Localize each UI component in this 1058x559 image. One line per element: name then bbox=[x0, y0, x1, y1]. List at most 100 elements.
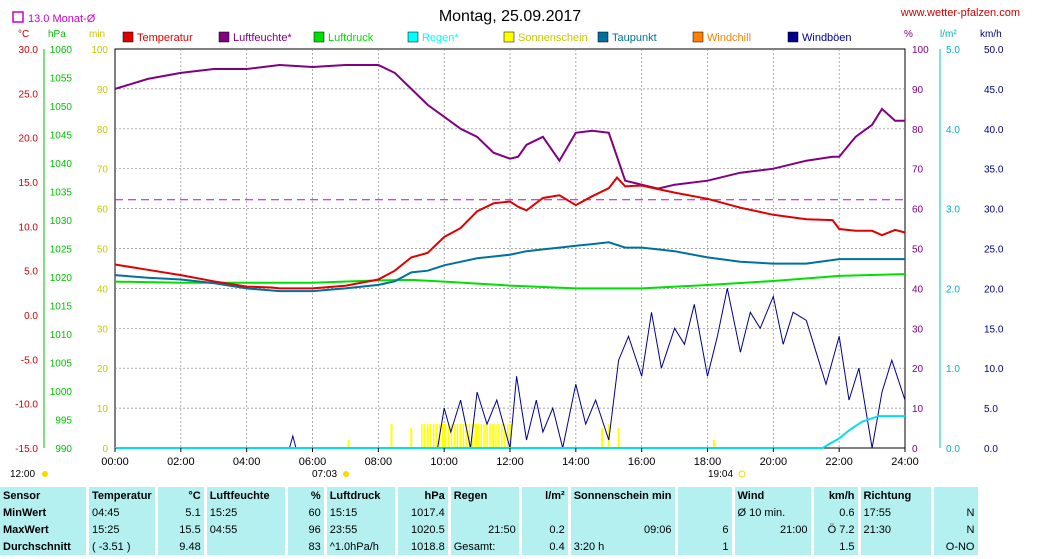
wind-gust-line bbox=[115, 288, 906, 449]
tick-label: 1025 bbox=[50, 245, 73, 256]
unit-pressure: hPa bbox=[48, 29, 66, 40]
sunshine-bar bbox=[447, 424, 450, 448]
tick-label: 0.0 bbox=[24, 311, 38, 322]
tick-label: 100 bbox=[91, 45, 108, 56]
cell: Gesamt: bbox=[449, 538, 522, 555]
tick-label: 70 bbox=[97, 165, 109, 176]
cell: 3:20 h bbox=[569, 538, 678, 555]
tick-label: 3.0 bbox=[946, 205, 960, 216]
tick-label: 990 bbox=[55, 444, 72, 455]
chart-title: Montag, 25.09.2017 bbox=[439, 8, 581, 25]
cell: ( -3.51 ) bbox=[87, 538, 158, 555]
sunshine-bar bbox=[498, 424, 500, 448]
tick-label: 0 bbox=[912, 444, 918, 455]
time-left-label: 12:00 bbox=[10, 469, 35, 480]
row-label: MaxWert bbox=[0, 521, 89, 538]
cell bbox=[733, 538, 814, 555]
cell: 6 bbox=[676, 521, 735, 538]
tick-label: 15.0 bbox=[19, 178, 39, 189]
tick-label: 10.0 bbox=[19, 222, 39, 233]
tick-label: 20.0 bbox=[984, 284, 1004, 295]
cell bbox=[859, 538, 934, 555]
cell: 23:55 bbox=[325, 521, 398, 538]
sun-header: Sonnenschein min bbox=[569, 487, 678, 504]
tick-label: 40.0 bbox=[984, 125, 1004, 136]
tick-label: 10 bbox=[912, 404, 924, 415]
tick-label: 0.0 bbox=[946, 444, 960, 455]
press-unit-header: hPa bbox=[396, 487, 451, 504]
sun-icon-left bbox=[42, 471, 48, 477]
sunshine-bar bbox=[489, 424, 491, 448]
tick-label: 80 bbox=[912, 125, 924, 136]
cell: N bbox=[932, 521, 981, 538]
tick-label: 25.0 bbox=[19, 89, 39, 100]
website-link[interactable]: www.wetter-pfalzen.com bbox=[900, 7, 1020, 19]
tick-label: 1.0 bbox=[946, 364, 960, 375]
sunshine-bar bbox=[474, 424, 476, 448]
tick-label: 5.0 bbox=[24, 267, 38, 278]
cell: 1017.4 bbox=[396, 504, 451, 521]
legend-swatch bbox=[787, 31, 799, 43]
tick-label: 30.0 bbox=[19, 45, 39, 56]
cell: 15:25 bbox=[87, 521, 158, 538]
rain-line bbox=[115, 415, 905, 449]
x-axis: 00:00 02:00 04:00 06:00 08:00 10:00 12:00 14:00… bbox=[101, 448, 919, 468]
summary-table-panel: Sensor Temperatur °C Luftfeuchte % Luftd… bbox=[0, 487, 1058, 559]
wind-header: Wind bbox=[733, 487, 814, 504]
sunshine-bar bbox=[390, 424, 393, 448]
tick-label: 90 bbox=[912, 85, 924, 96]
tick-label: 30.0 bbox=[984, 205, 1004, 216]
sunshine-bar bbox=[432, 424, 435, 448]
humidity-line bbox=[114, 63, 905, 190]
plot-area bbox=[114, 48, 906, 449]
summary-row-min: MinWert 04:45 5.1 15:25 60 15:15 1017.4 … bbox=[0, 504, 981, 521]
x-tick-label: 22:00 bbox=[825, 456, 853, 468]
unit-minutes: min bbox=[89, 29, 105, 40]
tick-label: 1060 bbox=[50, 45, 73, 56]
tick-label: 40 bbox=[97, 284, 109, 295]
rain-header: Regen bbox=[449, 487, 522, 504]
sensor-header: Sensor bbox=[0, 487, 89, 504]
tick-label: 2.0 bbox=[946, 284, 960, 295]
legend-swatch bbox=[218, 31, 230, 43]
sunshine-bar bbox=[492, 424, 494, 448]
legend-swatch bbox=[692, 31, 704, 43]
x-tick-label: 18:00 bbox=[694, 456, 722, 468]
legend-swatch bbox=[503, 31, 515, 43]
tick-label: 5.0 bbox=[946, 45, 960, 56]
tick-label: 1000 bbox=[50, 387, 73, 398]
cell: 9.48 bbox=[156, 538, 207, 555]
sunshine-bar bbox=[480, 424, 482, 448]
sunrise-icon bbox=[343, 471, 349, 477]
dewpoint-line bbox=[114, 241, 905, 293]
x-tick-label: 16:00 bbox=[628, 456, 656, 468]
x-tick-label: 04:00 bbox=[233, 456, 261, 468]
legend-label: Windchill bbox=[707, 32, 751, 44]
tick-label: 60 bbox=[912, 205, 924, 216]
cell: 1.5 bbox=[812, 538, 861, 555]
tick-label: 20.0 bbox=[19, 134, 39, 145]
tick-label: 0.0 bbox=[984, 444, 998, 455]
wind-unit-header: km/h bbox=[812, 487, 861, 504]
tick-label: 1055 bbox=[50, 74, 73, 85]
sunshine-bar bbox=[501, 424, 503, 448]
x-tick-label: 00:00 bbox=[101, 456, 129, 468]
tick-label: 50 bbox=[97, 245, 109, 256]
tick-label: 90 bbox=[97, 85, 109, 96]
tick-label: 1050 bbox=[50, 102, 73, 113]
temp-unit-header: °C bbox=[156, 487, 207, 504]
sunshine-bar bbox=[347, 440, 350, 448]
cell: 15:15 bbox=[325, 504, 398, 521]
sunset-icon bbox=[738, 470, 746, 478]
cell: 1018.8 bbox=[396, 538, 451, 555]
tick-label: 10.0 bbox=[984, 364, 1004, 375]
tick-label: 60 bbox=[97, 205, 109, 216]
x-tick-label: 14:00 bbox=[562, 456, 590, 468]
tick-label: 1045 bbox=[50, 131, 73, 142]
cell: 0.4 bbox=[520, 538, 571, 555]
tick-label: 30 bbox=[97, 324, 109, 335]
tick-label: 4.0 bbox=[946, 125, 960, 136]
cell: 15:25 bbox=[205, 504, 288, 521]
